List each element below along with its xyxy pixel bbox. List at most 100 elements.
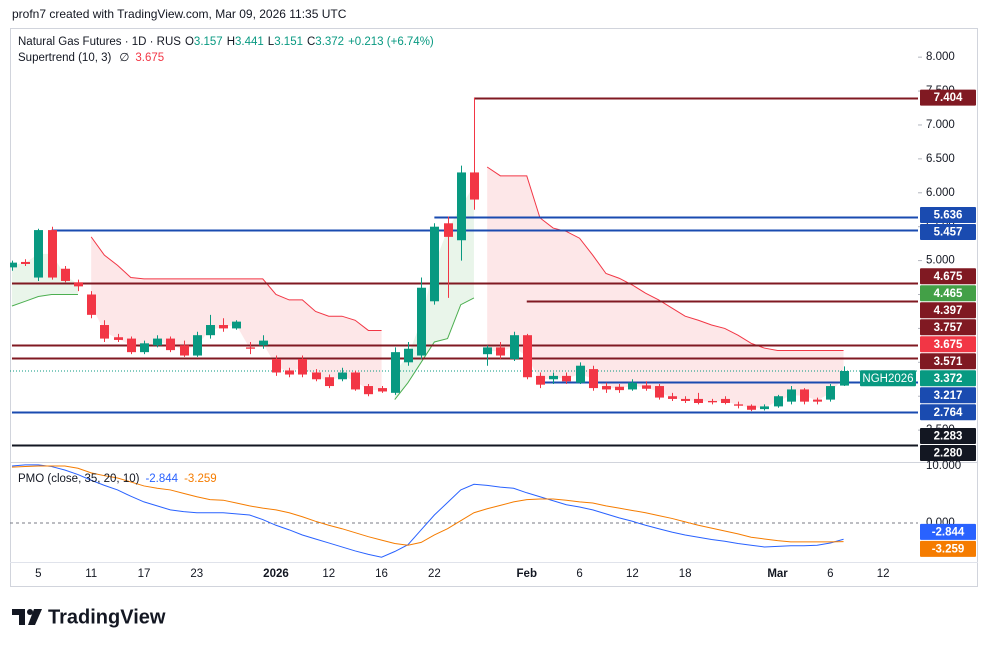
x-tick-label: 6 bbox=[827, 568, 833, 580]
candle-body bbox=[444, 223, 453, 237]
x-tick-label: 12 bbox=[626, 568, 639, 580]
candle-body bbox=[721, 398, 730, 404]
legend-value: 3.441 bbox=[235, 36, 264, 48]
symbol-tag-box bbox=[860, 370, 916, 387]
candle-body bbox=[127, 338, 136, 353]
level-label-box bbox=[920, 224, 976, 241]
x-tick-label: 23 bbox=[190, 568, 203, 580]
candle-body bbox=[589, 369, 598, 389]
legend-letter: H bbox=[227, 36, 235, 48]
candle-body bbox=[813, 399, 822, 402]
indicator-name: PMO (close, 35, 20, 10) bbox=[18, 473, 140, 485]
candle-body bbox=[457, 172, 466, 241]
level-label: 7.404 bbox=[934, 92, 963, 104]
candle-body bbox=[21, 261, 30, 264]
y-tick-label: 7.000 bbox=[926, 119, 955, 131]
x-tick-label: 12 bbox=[322, 568, 335, 580]
candle-body bbox=[774, 396, 783, 407]
candle-body bbox=[470, 172, 479, 200]
x-tick-label: 17 bbox=[138, 568, 151, 580]
legend-letter: O bbox=[185, 36, 194, 48]
candle-body bbox=[562, 375, 571, 382]
last-price-label-box bbox=[920, 370, 976, 387]
chart-frame bbox=[10, 28, 978, 587]
legend-supertrend: Supertrend (10, 3) ∅ 3.675 bbox=[18, 52, 164, 64]
x-tick-label: 16 bbox=[375, 568, 388, 580]
level-label-box bbox=[920, 285, 976, 302]
x-tick-label: 6 bbox=[576, 568, 582, 580]
candle-body bbox=[166, 338, 175, 351]
candle-body bbox=[708, 400, 717, 403]
candle-body bbox=[364, 386, 373, 395]
candle-body bbox=[787, 389, 796, 402]
level-label-box bbox=[920, 428, 976, 444]
legend-value: 3.372 bbox=[315, 36, 344, 48]
level-label-box bbox=[920, 319, 976, 336]
candle-body bbox=[246, 347, 255, 349]
candle-body bbox=[338, 372, 347, 380]
legend-main: Natural Gas Futures · 1D · RUS O3.157 H3.4… bbox=[18, 36, 434, 48]
x-tick-label: Feb bbox=[517, 568, 537, 580]
level-label-box bbox=[920, 445, 976, 461]
candle-body bbox=[668, 396, 677, 399]
price-pane bbox=[10, 97, 918, 447]
candle-body bbox=[615, 386, 624, 391]
candle-body bbox=[219, 325, 228, 329]
supertrend-label-box bbox=[920, 336, 976, 353]
pmo-tick-label: 10.000 bbox=[926, 460, 961, 472]
logo-dot bbox=[27, 609, 33, 615]
candle-body bbox=[206, 325, 215, 336]
indicator-name: Supertrend (10, 3) bbox=[18, 52, 112, 64]
candle-body bbox=[61, 268, 70, 281]
x-tick-label: 11 bbox=[85, 568, 97, 580]
candle-body bbox=[10, 262, 17, 268]
logo: TradingView bbox=[12, 606, 166, 628]
level-label: 3.757 bbox=[934, 322, 963, 334]
candle-body bbox=[655, 386, 664, 398]
pmo-pane bbox=[10, 464, 918, 558]
supertrend-label: 3.675 bbox=[934, 339, 963, 351]
level-label-box bbox=[920, 302, 976, 319]
candle-body bbox=[180, 345, 189, 356]
candle-body bbox=[259, 340, 268, 346]
candle-body bbox=[100, 325, 109, 339]
candle-body bbox=[417, 287, 426, 356]
legend-value: 3.151 bbox=[274, 36, 303, 48]
logo-text: TradingView bbox=[48, 606, 166, 628]
pmo-value-label: -3.259 bbox=[932, 543, 965, 555]
logo-mark bbox=[28, 609, 42, 625]
y-tick-label: 6.000 bbox=[926, 187, 955, 199]
candle-body bbox=[140, 343, 149, 353]
candle-body bbox=[734, 404, 743, 406]
y-tick-label: 8.000 bbox=[926, 51, 955, 63]
candle-body bbox=[378, 388, 387, 392]
indicator-value: 3.675 bbox=[135, 52, 164, 64]
level-label-box bbox=[920, 404, 976, 421]
supertrend-down bbox=[486, 166, 844, 351]
indicator-value: -3.259 bbox=[184, 473, 217, 485]
level-label: 3.571 bbox=[934, 356, 963, 368]
supertrend-up bbox=[394, 297, 475, 400]
legend-change: +0.213 (+6.74%) bbox=[348, 36, 434, 48]
x-tick-label: 12 bbox=[877, 568, 890, 580]
legend-letter: C bbox=[307, 36, 315, 48]
legend-letter: L bbox=[268, 36, 275, 48]
logo-mark bbox=[12, 609, 25, 625]
candle-body bbox=[272, 358, 281, 373]
symbol-tag: NGH2026 bbox=[862, 373, 913, 385]
level-label-box bbox=[920, 387, 976, 404]
candle-body bbox=[826, 386, 835, 400]
candle-body bbox=[430, 226, 439, 302]
candle-body bbox=[496, 347, 505, 356]
x-tick-label: 5 bbox=[35, 568, 41, 580]
pmo-line bbox=[11, 464, 844, 558]
candle-body bbox=[114, 337, 123, 340]
candle-body bbox=[628, 382, 637, 390]
candle-body bbox=[483, 347, 492, 355]
candle-body bbox=[48, 230, 57, 278]
header: profn7 created with TradingView.com, Mar… bbox=[12, 7, 347, 21]
pmo-line bbox=[11, 465, 844, 546]
x-tick-label: 18 bbox=[679, 568, 692, 580]
